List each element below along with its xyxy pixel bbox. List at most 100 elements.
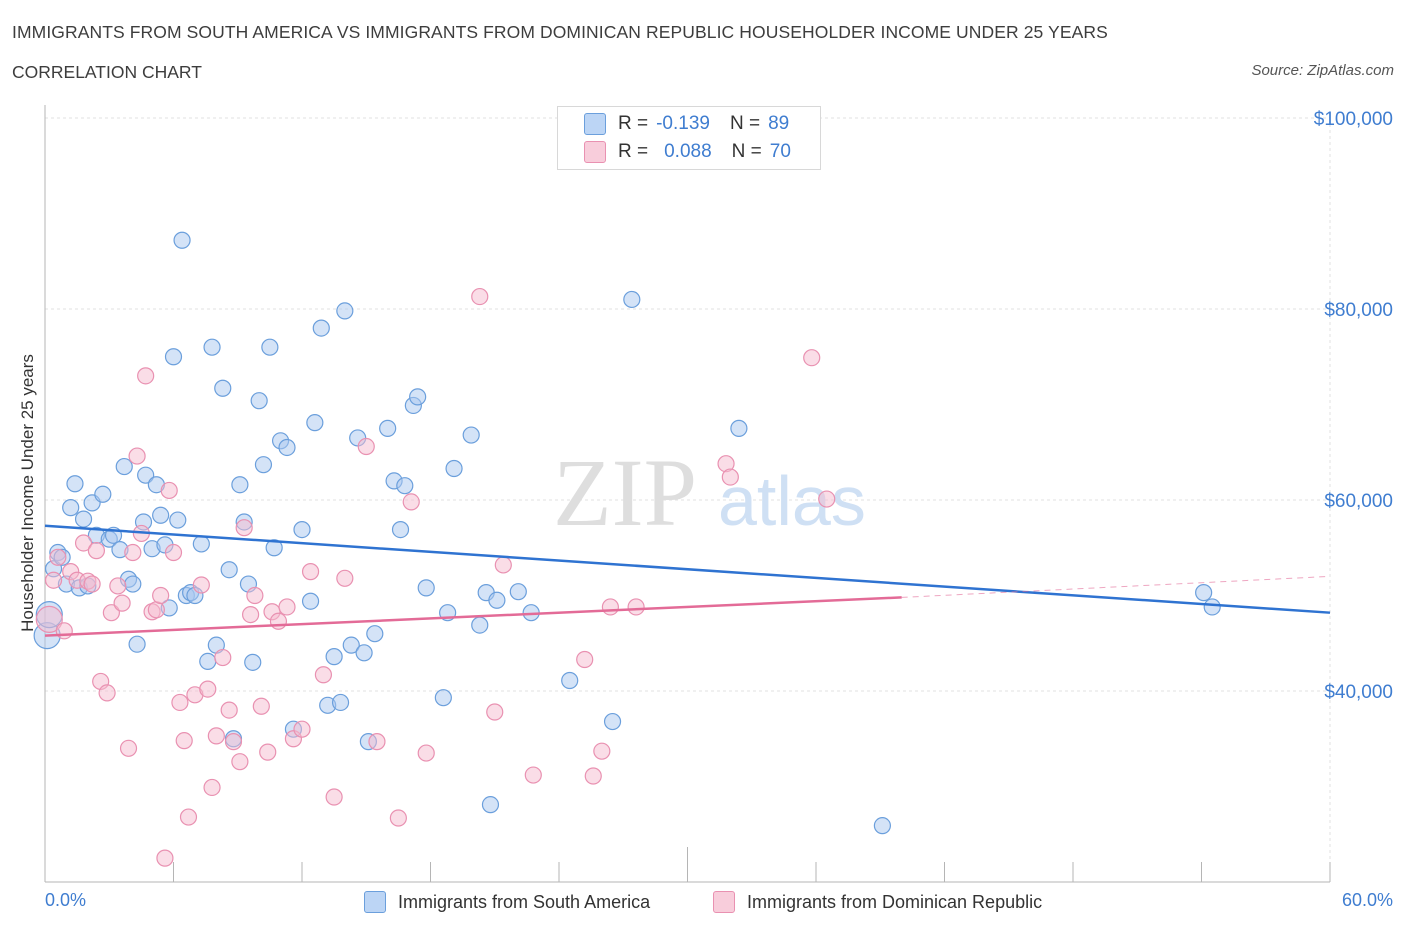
point-dominican-republic [803,349,821,367]
point-dominican-republic [171,693,189,712]
point-dominican-republic [35,605,63,633]
data-points [33,231,1221,867]
point-south-america [445,459,463,478]
point-south-america [342,636,360,654]
point-dominican-republic [242,605,260,624]
point-dominican-republic [368,733,386,751]
point-south-america [730,419,748,437]
point-south-america [434,689,452,707]
point-dominican-republic [192,576,210,594]
point-south-america [409,388,427,406]
point-south-america [152,506,170,524]
point-south-america [278,438,296,457]
point-south-america [336,302,354,320]
point-south-america [199,652,217,670]
point-south-america [293,521,311,539]
point-south-america [254,456,273,474]
point-dominican-republic [584,767,602,785]
point-dominican-republic [471,287,489,306]
point-south-america [66,475,84,493]
point-dominican-republic [214,648,232,667]
point-south-america [325,648,343,666]
point-south-america [94,485,112,503]
legend-r-label: R = [618,113,649,134]
bottom-legend-label-blue: Immigrants from South America [398,891,651,912]
watermark-zip: ZIP [553,439,697,546]
point-dominican-republic [259,743,277,761]
point-dominican-republic [235,519,253,537]
point-dominican-republic [252,697,270,715]
point-south-america [169,511,187,529]
point-dominican-republic [357,437,375,456]
point-dominican-republic [49,548,67,566]
point-south-america [396,477,414,495]
point-south-america [471,616,489,634]
point-south-america [379,419,397,437]
point-south-america [488,591,506,609]
chart-subtitle: CORRELATION CHART [12,62,202,82]
point-dominican-republic [818,490,836,508]
bottom-legend-pink: Immigrants from Dominican Republic [713,890,1042,914]
legend-swatch-pink [584,141,606,163]
point-south-america [164,348,183,366]
point-dominican-republic [301,563,320,581]
point-dominican-republic [98,684,116,702]
trend-line-south-america [44,524,1331,614]
point-dominican-republic [224,733,243,751]
point-dominican-republic [601,598,620,616]
point-dominican-republic [269,612,288,630]
point-dominican-republic [278,598,296,616]
point-dominican-republic [220,701,238,719]
legend-r-value-blue: -0.139 [656,113,710,134]
correlation-legend: R = -0.139 N = 89 R = 0.088 N = 70 [557,106,821,170]
point-dominican-republic [246,586,264,605]
point-south-america [203,338,221,356]
point-dominican-republic [325,788,343,806]
legend-n-label: N = [731,141,762,162]
point-south-america [481,796,500,814]
point-south-america [462,426,480,444]
legend-row-blue: R = -0.139 N = 89 [584,112,789,136]
point-dominican-republic [402,493,420,511]
y-axis-label: Householder Income Under 25 years [18,354,37,632]
point-dominican-republic [199,680,217,698]
point-dominican-republic [109,577,127,595]
point-south-america [603,712,622,731]
axes [44,105,1331,883]
y-tick-label: $100,000 [1314,109,1393,130]
point-dominican-republic [137,367,155,385]
point-dominican-republic [231,753,249,771]
y-tick-label: $40,000 [1324,682,1393,703]
watermark: ZIP atlas [553,439,866,546]
bottom-legend-label-pink: Immigrants from Dominican Republic [747,891,1043,912]
point-dominican-republic [152,586,170,605]
point-south-america [355,644,373,662]
point-south-america [128,635,146,653]
point-south-america [192,535,210,553]
legend-n-value-blue: 89 [768,113,790,134]
point-dominican-republic [494,556,512,574]
point-south-america [220,561,238,579]
point-south-america [312,319,330,337]
point-dominican-republic [593,742,611,760]
point-dominican-republic [203,778,221,797]
point-south-america [74,510,93,528]
point-south-america [873,817,891,835]
point-dominican-republic [627,598,645,616]
point-dominican-republic [156,849,174,867]
point-dominican-republic [179,808,198,826]
point-south-america [1203,598,1221,616]
point-dominican-republic [417,744,435,762]
y-tick-label: $60,000 [1324,491,1393,512]
point-south-america [115,457,133,476]
point-south-america [509,583,527,601]
point-dominican-republic [293,720,311,738]
point-dominican-republic [74,534,93,552]
legend-r-value-pink: 0.088 [664,141,712,162]
point-south-america [561,671,579,690]
trend-line-dominican-republic [44,596,902,637]
y-tick-labels: $40,000 $60,000 $80,000 $100,000 [1314,109,1393,703]
point-dominican-republic [83,575,101,593]
point-dominican-republic [486,703,504,721]
